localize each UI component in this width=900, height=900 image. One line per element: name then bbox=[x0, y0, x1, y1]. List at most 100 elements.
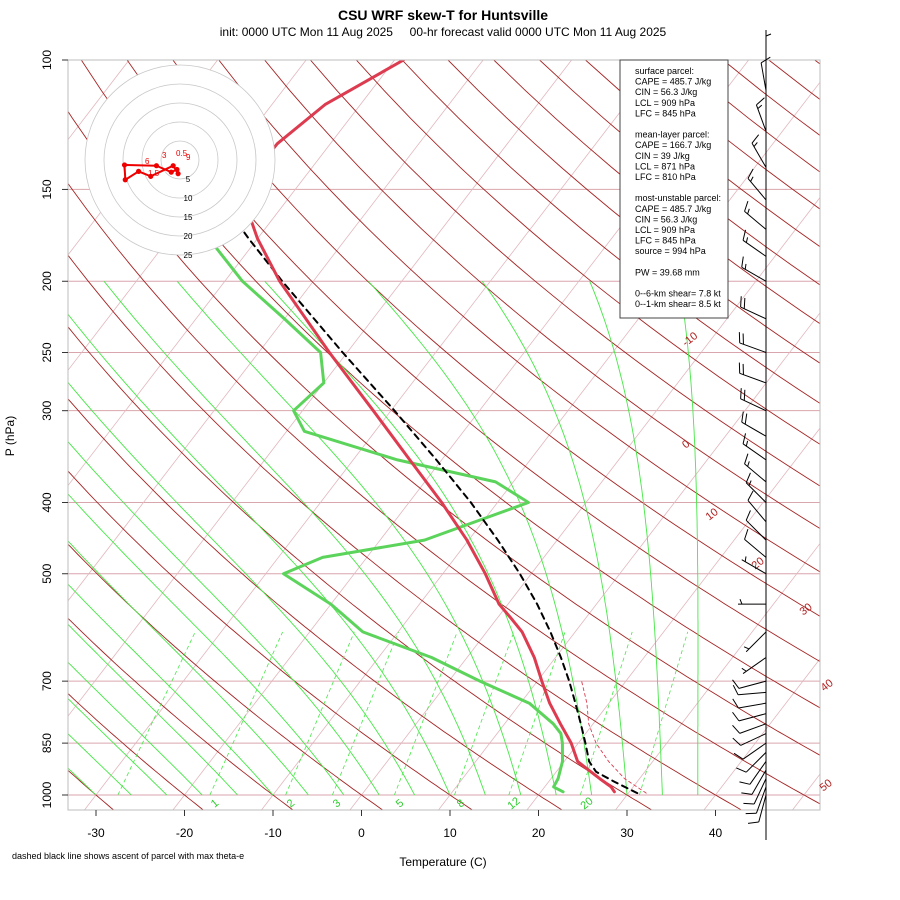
isotherm-line bbox=[68, 60, 484, 602]
barb-shaft bbox=[738, 702, 767, 709]
moist-adiabat bbox=[68, 493, 345, 796]
plot-frame bbox=[67, 59, 821, 811]
barb-shaft bbox=[741, 421, 767, 437]
wind-barb bbox=[740, 388, 767, 412]
wind-barb bbox=[741, 411, 767, 437]
moist-adiabat bbox=[589, 281, 663, 796]
dry-adiabat bbox=[218, 60, 820, 573]
hodograph-point bbox=[148, 173, 154, 179]
barb-shaft bbox=[745, 482, 767, 503]
x-tick-label: 30 bbox=[620, 826, 634, 840]
dry-adiabat bbox=[814, 60, 820, 65]
wind-barb bbox=[741, 256, 767, 282]
mixing-ratio-line bbox=[332, 631, 399, 796]
wind-barb bbox=[747, 168, 767, 201]
wind-barb bbox=[755, 97, 767, 132]
barb-feather bbox=[751, 134, 760, 144]
hodograph-point bbox=[174, 166, 180, 173]
y-axis-label: P (hPa) bbox=[3, 416, 17, 456]
mixing-ratio-line bbox=[454, 631, 515, 796]
temperature-profile bbox=[238, 60, 616, 794]
barb-shaft bbox=[745, 519, 767, 541]
info-line: CAPE = 485.7 J/kg bbox=[635, 77, 711, 87]
barb-half-feather bbox=[745, 237, 749, 243]
hodograph-point bbox=[153, 163, 160, 169]
barb-feather bbox=[739, 781, 751, 785]
barb-feather bbox=[744, 200, 749, 212]
mixing-ratio-label: 3 bbox=[331, 797, 343, 810]
dry-adiabat bbox=[310, 60, 820, 487]
wind-barb bbox=[745, 786, 767, 815]
info-line: LFC = 810 hPa bbox=[635, 172, 696, 182]
dry-adiabat bbox=[68, 182, 820, 805]
barb-shaft bbox=[745, 631, 767, 653]
barb-feather bbox=[743, 802, 755, 805]
moist-adiabat bbox=[68, 313, 451, 796]
isotherm-line bbox=[437, 312, 820, 810]
moist-adiabat bbox=[678, 281, 699, 795]
moist-adiabat bbox=[176, 281, 522, 796]
barb-half-feather bbox=[757, 104, 763, 110]
barb-shaft bbox=[745, 752, 767, 773]
barb-feather bbox=[740, 388, 742, 399]
moist-adiabat bbox=[68, 583, 274, 796]
barb-half-feather bbox=[743, 646, 750, 650]
barb-shaft bbox=[740, 733, 767, 746]
hodograph-height-label: 3 bbox=[162, 151, 167, 160]
wind-barb bbox=[751, 134, 767, 168]
barb-shaft bbox=[742, 742, 767, 760]
isotherm-line bbox=[526, 427, 820, 810]
barb-shaft bbox=[738, 680, 767, 689]
wind-barb bbox=[744, 528, 767, 558]
hodograph-height-label: 1.5 bbox=[148, 169, 160, 178]
dry-adiabat bbox=[172, 60, 820, 617]
barb-shaft bbox=[742, 239, 767, 257]
hodograph-height-label: 0.5 bbox=[176, 149, 188, 158]
barb-shaft bbox=[751, 769, 767, 795]
mixing-ratio-line bbox=[209, 631, 283, 796]
mixing-ratio-line bbox=[394, 631, 458, 796]
wind-barb bbox=[745, 472, 767, 503]
barb-shaft bbox=[742, 443, 767, 461]
barb-feather bbox=[743, 389, 746, 401]
info-line: CIN = 39 J/kg bbox=[635, 151, 690, 161]
isotherm-label: 50 bbox=[818, 777, 835, 794]
info-line: source = 994 hPa bbox=[635, 246, 706, 256]
barb-shaft bbox=[758, 794, 767, 823]
barb-shaft bbox=[744, 463, 767, 483]
barb-feather bbox=[744, 528, 749, 540]
mixing-ratio-label: 1 bbox=[209, 797, 221, 810]
barb-feather bbox=[742, 433, 747, 444]
wind-barb bbox=[743, 778, 767, 805]
hodograph-point bbox=[175, 171, 181, 177]
barb-feather bbox=[732, 679, 740, 689]
wind-barb bbox=[738, 362, 767, 384]
dry-adiabat bbox=[768, 60, 820, 101]
barb-shaft bbox=[744, 538, 767, 558]
barb-half-feather bbox=[750, 176, 754, 182]
dry-adiabat bbox=[355, 60, 820, 445]
hodograph-ring bbox=[122, 102, 238, 218]
isotherm-line bbox=[83, 60, 661, 810]
wind-barb bbox=[742, 229, 767, 257]
hodograph-point bbox=[168, 169, 174, 175]
y-tick-label: 250 bbox=[40, 342, 54, 362]
isotherm-line bbox=[703, 658, 820, 810]
mixing-ratio-label: 5 bbox=[394, 797, 406, 810]
dewpoint-profile bbox=[195, 74, 565, 794]
barb-half-feather bbox=[744, 556, 747, 562]
wind-barb bbox=[740, 296, 767, 320]
barb-half-feather bbox=[765, 33, 772, 37]
x-tick-label: -20 bbox=[176, 826, 194, 840]
isotherm-label: 20 bbox=[750, 555, 767, 572]
mixing-ratio-line bbox=[579, 631, 633, 796]
dry-adiabat bbox=[68, 617, 294, 810]
wind-barb bbox=[732, 733, 767, 746]
x-tick-label: -10 bbox=[264, 826, 282, 840]
y-tick-label: 400 bbox=[40, 492, 54, 512]
moist-adiabat bbox=[68, 697, 168, 796]
barb-feather bbox=[756, 97, 765, 106]
isotherm-label: 10 bbox=[704, 506, 721, 523]
parcel-max-theta-e-profile bbox=[219, 198, 639, 795]
